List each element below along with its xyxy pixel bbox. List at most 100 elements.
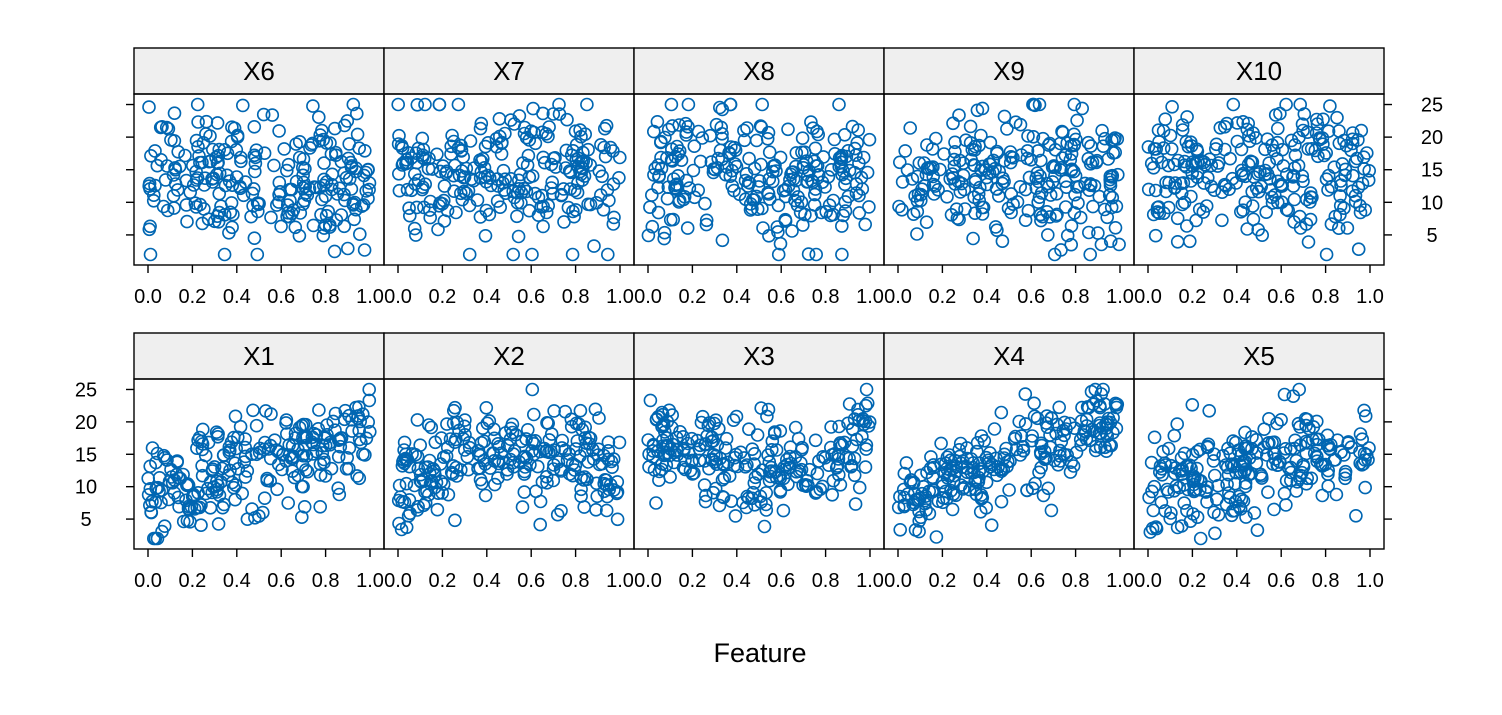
data-point (834, 219, 849, 233)
data-point (1144, 455, 1159, 470)
data-point (281, 496, 296, 510)
data-point (1054, 243, 1068, 257)
data-point (1260, 448, 1274, 462)
data-point (1236, 115, 1250, 129)
data-point (583, 197, 598, 212)
data-point (723, 97, 738, 112)
x-tick-label: 0.6 (517, 570, 545, 592)
data-point (699, 217, 714, 232)
data-point (660, 191, 675, 206)
data-point (899, 456, 914, 470)
data-point (298, 162, 312, 176)
data-point (238, 470, 253, 484)
data-point (697, 478, 712, 492)
axes-layer: 0.0 0.2 0.4 0.6 0.8 1.0 0.0 0.2 0.4 0.6 0.8 1.0 0.0 0… (75, 95, 1443, 592)
data-point (417, 152, 432, 166)
data-point (189, 133, 204, 148)
data-point (912, 524, 926, 539)
data-point (720, 160, 734, 174)
data-point (1054, 161, 1068, 175)
data-point (610, 485, 625, 499)
data-point (654, 462, 669, 477)
x-tick-label: 0.6 (1017, 286, 1045, 308)
data-point (1320, 428, 1335, 443)
data-point (326, 414, 341, 429)
data-point (940, 190, 954, 204)
data-point (528, 186, 542, 201)
x-tick-label: 0.2 (928, 286, 956, 308)
data-point (595, 169, 609, 184)
data-point (778, 462, 793, 477)
data-point (533, 494, 548, 509)
data-point (790, 198, 805, 212)
data-point (451, 97, 466, 112)
data-point (289, 137, 303, 151)
data-point (539, 205, 554, 220)
data-point (316, 178, 331, 193)
data-point (479, 400, 494, 415)
data-point (247, 231, 262, 245)
data-point (1348, 188, 1363, 203)
data-point (983, 135, 998, 150)
data-point (765, 434, 780, 449)
data-point (171, 490, 185, 505)
data-point (1083, 247, 1097, 262)
data-point (804, 115, 818, 129)
data-point (1175, 118, 1190, 132)
x-tick-label: 1.0 (856, 570, 884, 592)
data-point (789, 146, 804, 160)
data-point (836, 208, 851, 223)
data-point (250, 247, 265, 262)
data-point (1084, 139, 1098, 153)
data-point (432, 97, 447, 112)
data-point (956, 156, 971, 170)
x-tick-label: 1.0 (606, 286, 634, 308)
data-point (602, 193, 616, 208)
x-axis-x9: 0.0 0.2 0.4 0.6 0.8 1.0 (884, 265, 1134, 308)
data-point (583, 158, 598, 172)
data-point (423, 194, 438, 209)
data-point (1168, 181, 1182, 195)
data-point (914, 510, 928, 525)
data-point (327, 121, 342, 136)
data-point (235, 486, 249, 501)
data-point (328, 145, 343, 160)
data-point (201, 212, 216, 226)
data-point (530, 459, 545, 474)
strip-label-x2: X2 (493, 341, 525, 371)
data-point (750, 428, 765, 442)
data-point (1279, 498, 1293, 512)
data-point (1213, 121, 1228, 135)
data-point (558, 443, 573, 458)
x-tick-label: 0.4 (1223, 286, 1251, 308)
x-axis-x2: 0.0 0.2 0.4 0.6 0.8 1.0 (384, 549, 634, 592)
data-point (1277, 446, 1291, 460)
data-point (541, 198, 556, 213)
data-point (1271, 121, 1285, 136)
data-point (194, 518, 208, 533)
data-point (1354, 123, 1369, 138)
x-tick-label: 0.2 (428, 286, 456, 308)
data-point (199, 114, 214, 129)
data-point (1032, 97, 1047, 112)
data-point (1068, 187, 1082, 202)
data-point (687, 139, 702, 153)
data-point (1075, 101, 1089, 116)
data-point (862, 200, 876, 214)
data-point (769, 164, 783, 178)
data-point (1155, 467, 1169, 482)
data-point (1265, 138, 1279, 152)
data-point (698, 196, 712, 211)
data-point (694, 415, 709, 430)
data-point (249, 143, 264, 157)
data-point (669, 182, 684, 196)
x-tick-label: 0.0 (884, 286, 912, 308)
data-point (558, 404, 573, 419)
data-point (318, 189, 333, 203)
data-point (233, 419, 248, 434)
data-point (918, 489, 933, 504)
data-point (988, 220, 1003, 234)
data-point (1164, 506, 1178, 520)
data-point (317, 156, 331, 170)
data-point (555, 441, 569, 455)
